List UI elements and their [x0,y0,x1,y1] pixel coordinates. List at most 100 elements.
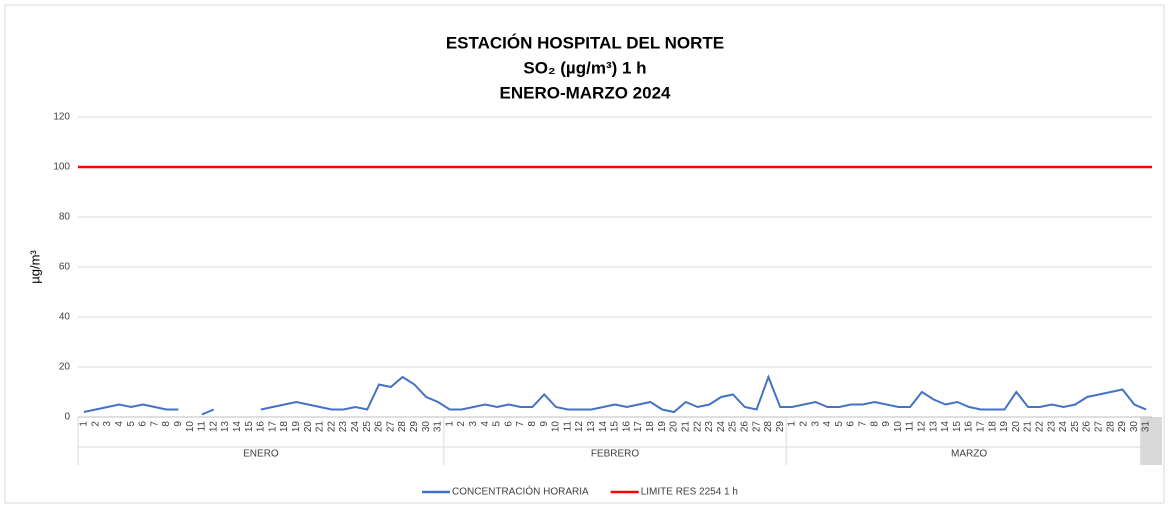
x-tick-label: 25 [1070,421,1081,433]
x-tick-label: 25 [728,421,739,433]
x-tick-label: 10 [893,421,904,433]
x-tick-label: 3 [468,421,479,427]
x-tick-label: 25 [362,421,373,433]
x-tick-label: 21 [315,421,326,433]
x-tick-label: 30 [421,421,432,433]
x-tick-label: 9 [881,421,892,427]
x-tick-label: 16 [621,421,632,433]
x-tick-label: 12 [916,421,927,433]
month-label: ENERO [243,449,279,460]
selected-cell [1140,417,1162,465]
x-tick-label: 16 [964,421,975,433]
y-tick-label: 80 [59,212,71,223]
y-axis-label: µg/m³ [27,250,42,284]
x-tick-label: 20 [669,421,680,433]
x-tick-label: 10 [551,421,562,433]
x-tick-label: 21 [1023,421,1034,433]
x-tick-label: 10 [185,421,196,433]
x-tick-label: 1 [79,421,90,427]
month-label: MARZO [951,449,987,460]
x-tick-label: 9 [173,421,184,427]
x-tick-label: 2 [798,421,809,427]
x-tick-label: 8 [527,421,538,427]
x-tick-label: 6 [846,421,857,427]
x-tick-label: 13 [220,421,231,433]
x-tick-label: 15 [244,421,255,433]
x-tick-label: 14 [232,421,243,433]
x-tick-label: 4 [822,421,833,427]
x-tick-label: 11 [905,421,916,432]
chart-title: SO₂ (µg/m³) 1 h [523,58,646,77]
x-tick-label: 28 [1105,421,1116,433]
legend-label: CONCENTRACIÓN HORARIA [452,485,589,498]
x-tick-label: 27 [751,421,762,433]
x-tick-label: 24 [350,421,361,433]
x-tick-label: 11 [197,421,208,432]
x-tick-label: 19 [999,421,1010,433]
x-tick-label: 26 [739,421,750,433]
x-tick-label: 26 [1082,421,1093,433]
x-tick-label: 18 [279,421,290,433]
x-tick-label: 31 [1141,421,1152,433]
x-tick-label: 20 [303,421,314,433]
x-tick-label: 20 [1011,421,1022,433]
x-tick-label: 29 [1117,421,1128,433]
x-tick-label: 27 [385,421,396,433]
x-tick-label: 26 [374,421,385,433]
x-tick-label: 17 [633,421,644,433]
x-tick-label: 18 [645,421,656,433]
y-tick-label: 40 [59,312,71,323]
month-label: FEBRERO [591,449,640,460]
x-tick-label: 23 [338,421,349,433]
x-tick-label: 3 [102,421,113,427]
chart-title: ESTACIÓN HOSPITAL DEL NORTE [446,33,724,52]
legend-label: LIMITE RES 2254 1 h [641,487,738,498]
x-tick-label: 13 [928,421,939,433]
x-tick-label: 15 [610,421,621,433]
x-tick-label: 1 [787,421,798,427]
x-tick-label: 22 [326,421,337,433]
y-tick-label: 0 [64,412,70,423]
x-tick-label: 3 [810,421,821,427]
y-tick-label: 60 [59,262,71,273]
chart-border [4,4,1165,504]
data-line [83,374,1147,416]
x-tick-label: 24 [1058,421,1069,433]
y-tick-label: 120 [53,112,70,123]
x-tick-label: 7 [857,421,868,427]
x-tick-label: 2 [90,421,101,427]
x-tick-label: 29 [409,421,420,433]
x-tick-label: 13 [586,421,597,433]
x-tick-label: 31 [433,421,444,433]
x-tick-label: 1 [444,421,455,427]
x-tick-label: 19 [657,421,668,433]
x-tick-label: 19 [291,421,302,433]
x-tick-label: 22 [1035,421,1046,433]
x-tick-label: 21 [680,421,691,433]
x-tick-label: 17 [267,421,278,433]
x-tick-label: 23 [1046,421,1057,433]
x-tick-label: 17 [976,421,987,433]
x-tick-label: 30 [1129,421,1140,433]
x-tick-label: 11 [562,421,573,432]
x-tick-label: 16 [256,421,267,433]
x-tick-label: 5 [834,421,845,427]
y-tick-label: 20 [59,362,71,373]
x-tick-label: 12 [208,421,219,433]
y-tick-label: 100 [53,162,70,173]
x-tick-label: 15 [952,421,963,433]
x-tick-label: 5 [126,421,137,427]
x-tick-label: 27 [1094,421,1105,433]
x-tick-label: 4 [114,421,125,427]
x-tick-label: 29 [775,421,786,433]
x-tick-label: 2 [456,421,467,427]
x-tick-label: 28 [763,421,774,433]
x-tick-label: 28 [397,421,408,433]
x-tick-label: 4 [480,421,491,427]
x-tick-label: 23 [704,421,715,433]
x-tick-label: 14 [598,421,609,433]
x-tick-label: 5 [492,421,503,427]
x-tick-label: 6 [138,421,149,427]
x-tick-label: 22 [692,421,703,433]
